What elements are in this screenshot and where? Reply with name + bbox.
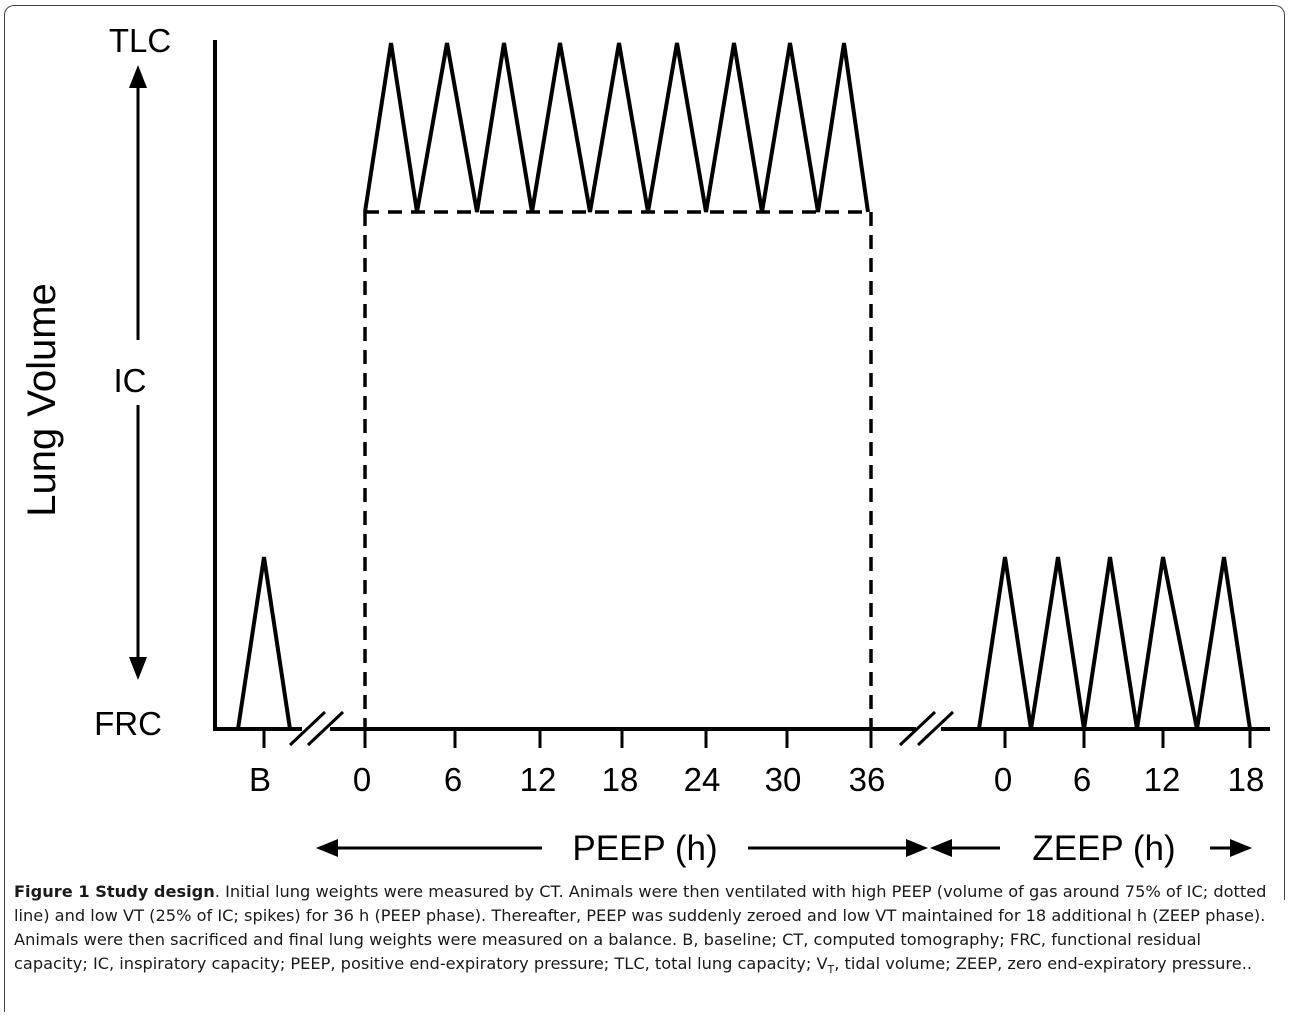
peep-phase-arrow (316, 839, 928, 857)
caption-text: . Initial lung weights were measured by … (14, 882, 1267, 973)
tick-zeep-18: 18 (1228, 761, 1265, 798)
peep-level-dashed-line (363, 210, 873, 729)
caption-title: Figure 1 Study design (14, 882, 215, 901)
tick-peep-6: 6 (444, 761, 462, 798)
tick-zeep-0: 0 (994, 761, 1012, 798)
peep-spikes (363, 42, 870, 213)
tick-peep-12: 12 (520, 761, 557, 798)
axes (213, 40, 1270, 731)
peep-phase-label: PEEP (h) (572, 829, 717, 868)
zeep-phase-arrow (930, 839, 1252, 857)
tick-baseline: B (249, 761, 271, 798)
axis-break-left (288, 710, 345, 747)
ic-range-arrow (129, 65, 147, 680)
caption-text-end: , tidal volume; ZEEP, zero end-expirator… (834, 954, 1252, 973)
tick-peep-30: 30 (765, 761, 802, 798)
baseline-spike (236, 556, 292, 730)
tlc-label: TLC (109, 22, 171, 59)
tick-peep-36: 36 (849, 761, 886, 798)
frame-corner-gap (1200, 900, 1290, 1020)
tick-peep-24: 24 (684, 761, 721, 798)
frc-label: FRC (94, 705, 162, 742)
figure-caption: Figure 1 Study design. Initial lung weig… (14, 880, 1276, 982)
y-axis-label: Lung Volume (20, 283, 64, 517)
tick-zeep-12: 12 (1144, 761, 1181, 798)
zeep-spikes (977, 556, 1252, 730)
ic-label: IC (114, 362, 147, 399)
figure-frame (4, 5, 1285, 1012)
tick-peep-18: 18 (602, 761, 639, 798)
axis-break-right (898, 710, 955, 747)
x-ticks (262, 729, 1252, 748)
tick-peep-0: 0 (353, 761, 371, 798)
caption-subscript: T (827, 963, 835, 977)
zeep-phase-label: ZEEP (h) (1032, 829, 1175, 868)
tick-zeep-6: 6 (1073, 761, 1091, 798)
